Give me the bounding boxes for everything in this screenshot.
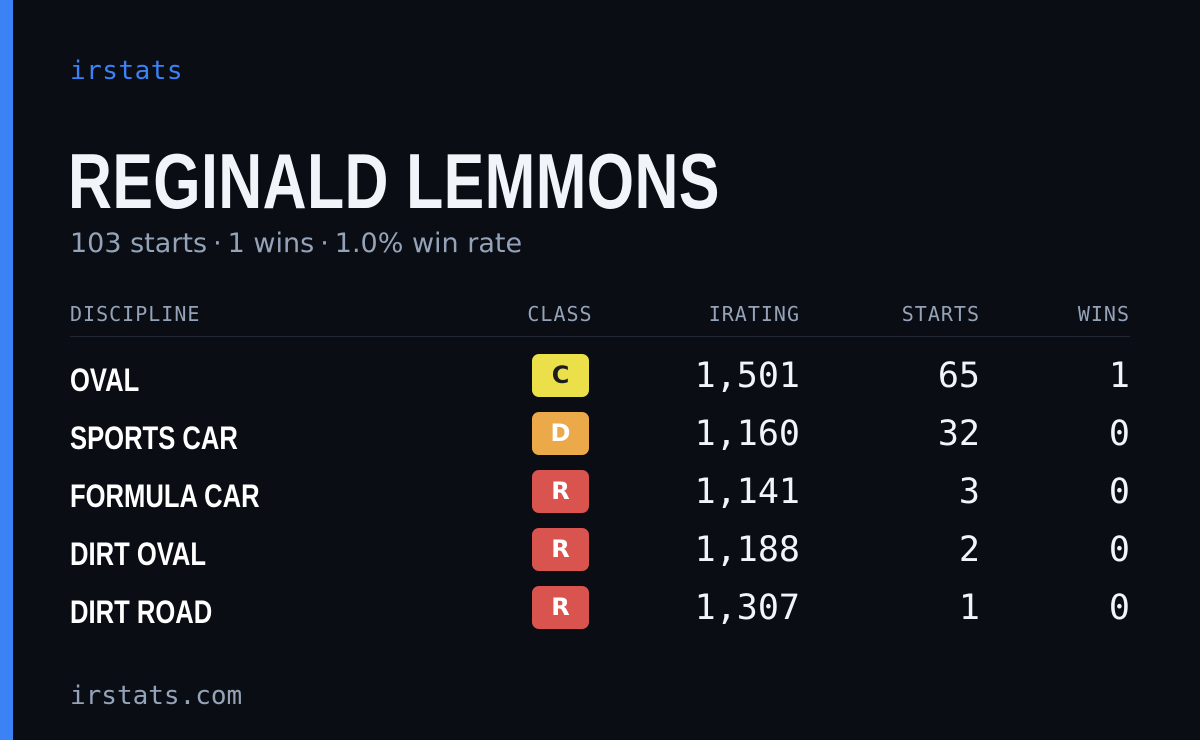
header-irating: IRATING — [708, 302, 800, 326]
starts-value: 65 — [937, 356, 980, 396]
wins-value: 0 — [1108, 530, 1130, 570]
table-row: DIRT OVAL R 1,188 2 0 — [0, 528, 1200, 586]
discipline-name: DIRT OVAL — [70, 536, 207, 572]
header-class: CLASS — [527, 302, 593, 326]
discipline-name: SPORTS CAR — [70, 420, 238, 456]
header-divider — [70, 336, 1130, 337]
starts-value: 3 — [958, 472, 980, 512]
starts-value: 2 — [958, 530, 980, 570]
table-row: OVAL C 1,501 65 1 — [0, 354, 1200, 412]
header-discipline: DISCIPLINE — [70, 302, 201, 326]
summary-separator: · — [320, 228, 329, 259]
starts-summary: 103 starts — [70, 228, 208, 259]
wins-value: 0 — [1108, 414, 1130, 454]
wins-value: 0 — [1108, 588, 1130, 628]
irating-value: 1,501 — [694, 356, 800, 396]
footer-url: irstats.com — [70, 681, 243, 711]
wins-value: 1 — [1108, 356, 1130, 396]
class-badge: D — [532, 412, 589, 455]
win-rate-summary: 1.0% win rate — [334, 228, 523, 259]
header-starts: STARTS — [901, 302, 980, 326]
table-row: SPORTS CAR D 1,160 32 0 — [0, 412, 1200, 470]
summary-separator: · — [213, 228, 222, 259]
irating-value: 1,188 — [694, 530, 800, 570]
irating-value: 1,141 — [694, 472, 800, 512]
table-row: DIRT ROAD R 1,307 1 0 — [0, 586, 1200, 644]
starts-value: 32 — [937, 414, 980, 454]
irating-value: 1,307 — [694, 588, 800, 628]
starts-value: 1 — [958, 588, 980, 628]
class-badge: R — [532, 470, 589, 513]
discipline-name: FORMULA CAR — [70, 478, 260, 514]
discipline-name: DIRT ROAD — [70, 594, 213, 630]
class-badge: C — [532, 354, 589, 397]
player-summary: 103 starts · 1 wins · 1.0% win rate — [70, 228, 522, 259]
irating-value: 1,160 — [694, 414, 800, 454]
class-badge: R — [532, 586, 589, 629]
discipline-name: OVAL — [70, 362, 140, 398]
accent-bar — [0, 0, 13, 740]
header-wins: WINS — [1077, 302, 1130, 326]
class-badge: R — [532, 528, 589, 571]
wins-summary: 1 wins — [227, 228, 315, 259]
brand-logo-text: irstats — [70, 56, 184, 86]
table-row: FORMULA CAR R 1,141 3 0 — [0, 470, 1200, 528]
player-name: REGINALD LEMMONS — [68, 137, 720, 225]
wins-value: 0 — [1108, 472, 1130, 512]
